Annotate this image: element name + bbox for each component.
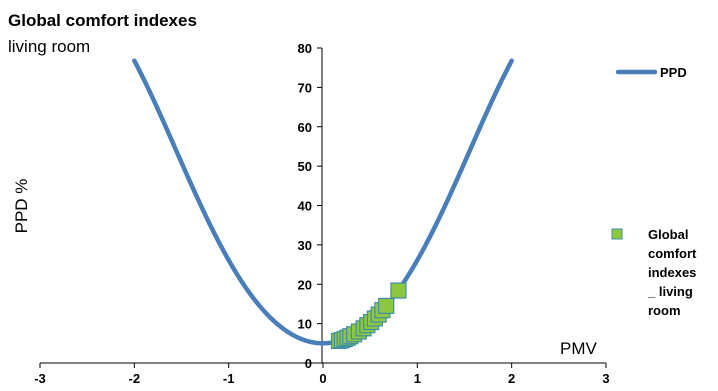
x-tick-label: 1 <box>414 371 421 386</box>
x-axis-title: PMV <box>560 339 598 358</box>
legend-marker-label: Global <box>648 227 688 242</box>
data-point-marker <box>390 282 407 299</box>
y-tick-label: 80 <box>298 41 312 56</box>
y-axis-title: PPD % <box>12 179 31 234</box>
legend: PPD Global comfort indexes _ living room <box>611 65 697 318</box>
y-tick-label: 40 <box>298 199 312 214</box>
y-tick-label: 70 <box>298 80 312 95</box>
x-tick-label: -3 <box>34 371 46 386</box>
legend-marker-label: comfort <box>648 246 697 261</box>
legend-marker-label: room <box>648 303 681 318</box>
y-tick-label: 10 <box>298 317 312 332</box>
legend-marker-label: indexes <box>648 265 696 280</box>
x-tick-label: 2 <box>508 371 515 386</box>
data-point-marker <box>378 297 395 315</box>
y-tick-label: 60 <box>298 120 312 135</box>
legend-ppd-label: PPD <box>660 65 687 80</box>
x-tick-label: 0 <box>319 371 326 386</box>
ppd-series-line <box>132 58 514 346</box>
chart-title: Global comfort indexes <box>8 11 197 30</box>
x-tick-label: -2 <box>129 371 141 386</box>
y-tick-label: 0 <box>305 356 312 371</box>
legend-marker-label: _ living <box>647 284 693 299</box>
y-tick-label: 30 <box>298 238 312 253</box>
x-tick-label: 3 <box>602 371 609 386</box>
y-tick-label: 20 <box>298 277 312 292</box>
chart-subtitle: living room <box>8 37 90 56</box>
x-tick-label: -1 <box>223 371 235 386</box>
y-tick-label: 50 <box>298 159 312 174</box>
legend-marker-swatch <box>611 228 623 240</box>
